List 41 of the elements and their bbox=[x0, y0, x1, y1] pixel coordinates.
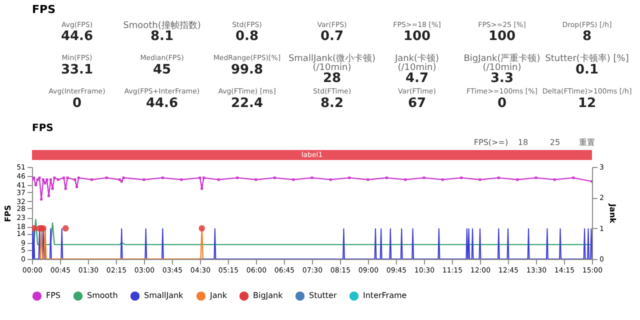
text: FPS bbox=[32, 3, 56, 16]
data-label: 8.1 bbox=[150, 29, 174, 44]
data-label: 0.7 bbox=[320, 29, 344, 44]
data-label: 44.6 bbox=[60, 29, 94, 44]
chart-title: FPS bbox=[32, 123, 54, 134]
data-label: 8 bbox=[582, 29, 592, 44]
legend-label: Stutter bbox=[309, 291, 338, 300]
category-label: Smooth(撞帧指数) bbox=[123, 20, 201, 31]
text: 18 bbox=[518, 138, 528, 147]
legend-label: SmallJank bbox=[144, 291, 184, 300]
category-label: Stutter(卡顿率) [%] bbox=[545, 53, 629, 64]
data-label: 0 bbox=[72, 96, 82, 111]
y-axis-title: FPS bbox=[4, 204, 13, 222]
legend-label: Jank bbox=[209, 291, 228, 300]
category-label: Jank(卡顿) (/10min) bbox=[394, 53, 440, 74]
data-label: 8.2 bbox=[320, 96, 344, 111]
y2-axis-title: Jank bbox=[608, 202, 617, 224]
data-label: 28 bbox=[322, 70, 342, 86]
category-label: SmallJank(微小卡顿) (/10min) bbox=[288, 53, 376, 74]
data-label: 45 bbox=[152, 62, 172, 78]
legend-label: FPS bbox=[46, 291, 61, 300]
data-label: 0.1 bbox=[575, 62, 599, 78]
text: 25 bbox=[550, 138, 560, 147]
data-label: 67 bbox=[408, 96, 426, 111]
data-label: 33.1 bbox=[60, 62, 94, 78]
data-label: 0.8 bbox=[235, 29, 259, 44]
data-label: 44.6 bbox=[146, 96, 178, 111]
data-label: 100 bbox=[488, 29, 516, 44]
legend-label: InterFrame bbox=[363, 291, 407, 300]
data-label: 100 bbox=[403, 29, 431, 44]
legend-label: Smooth bbox=[87, 291, 118, 300]
data-label: 3.3 bbox=[490, 70, 514, 86]
data-label: 12 bbox=[578, 96, 596, 111]
category-label: BigJank(严重卡顿) (/10min) bbox=[464, 53, 540, 74]
data-label: 99.8 bbox=[230, 62, 264, 78]
text: FPS(>=) bbox=[474, 138, 508, 147]
text: 重置 bbox=[579, 138, 595, 147]
data-label: 22.4 bbox=[230, 96, 264, 111]
legend-label: BigJank bbox=[253, 291, 284, 300]
data-label: 0 bbox=[497, 96, 507, 111]
data-label: 4.7 bbox=[405, 70, 429, 86]
